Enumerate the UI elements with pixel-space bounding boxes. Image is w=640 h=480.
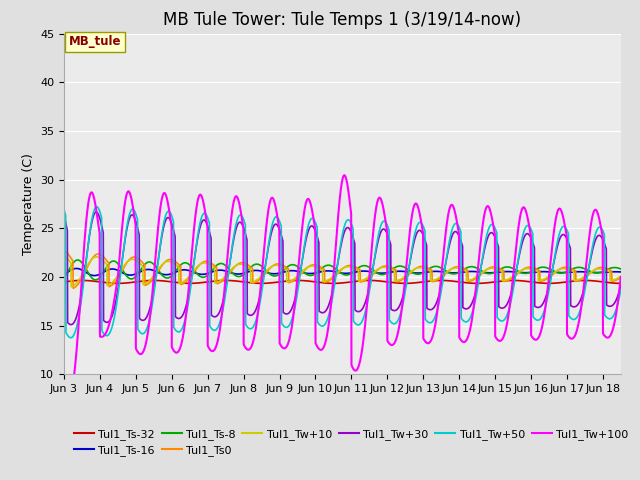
Text: MB_tule: MB_tule	[68, 36, 121, 48]
Tul1_Ts-16	[90, 273, 98, 278]
Tul1_Tw+10	[60, 252, 68, 258]
Tul1_Tw+10	[316, 266, 324, 272]
Tul1_Tw+50	[67, 335, 74, 341]
Tul1_Tw+10	[499, 278, 506, 284]
Tul1_Tw+50	[89, 213, 97, 218]
Tul1_Ts-32	[60, 279, 68, 285]
Tul1_Ts-32	[499, 278, 506, 284]
Tul1_Tw+50	[617, 287, 625, 293]
Tul1_Tw+100	[331, 253, 339, 259]
Line: Tul1_Tw+10: Tul1_Tw+10	[64, 255, 621, 287]
Tul1_Ts-8	[92, 277, 99, 283]
Tul1_Tw+100	[60, 407, 68, 412]
Tul1_Ts-32	[601, 279, 609, 285]
Tul1_Tw+30	[617, 282, 625, 288]
Tul1_Ts-32	[88, 278, 96, 284]
Tul1_Tw+10	[331, 272, 339, 277]
Tul1_Tw+100	[602, 334, 609, 339]
Tul1_Tw+50	[93, 204, 100, 210]
Tul1_Ts-8	[60, 275, 68, 281]
Tul1_Ts-8	[89, 276, 97, 282]
Tul1_Ts-16	[60, 272, 68, 277]
Line: Tul1_Tw+100: Tul1_Tw+100	[64, 175, 621, 410]
Tul1_Ts-16	[499, 269, 507, 275]
Tul1_Ts-16	[332, 269, 339, 275]
Tul1_Ts0	[601, 265, 609, 271]
Tul1_Tw+30	[89, 216, 97, 221]
Line: Tul1_Ts-16: Tul1_Ts-16	[64, 268, 621, 276]
Tul1_Ts-16	[601, 269, 609, 275]
Tul1_Ts0	[499, 267, 506, 273]
Tul1_Tw+100	[601, 333, 609, 339]
Tul1_Tw+100	[316, 347, 324, 353]
Tul1_Ts-8	[332, 265, 339, 271]
Tul1_Tw+30	[332, 275, 339, 280]
Tul1_Tw+50	[60, 206, 68, 212]
Line: Tul1_Tw+50: Tul1_Tw+50	[64, 207, 621, 338]
Tul1_Ts-32	[601, 279, 609, 285]
Tul1_Ts-16	[617, 269, 625, 275]
Tul1_Tw+30	[499, 305, 507, 311]
Tul1_Ts-32	[316, 279, 324, 285]
Tul1_Tw+10	[601, 267, 609, 273]
Legend: Tul1_Ts-32, Tul1_Ts-16, Tul1_Ts-8, Tul1_Ts0, Tul1_Tw+10, Tul1_Tw+30, Tul1_Tw+50,: Tul1_Ts-32, Tul1_Ts-16, Tul1_Ts-8, Tul1_…	[70, 424, 633, 460]
Tul1_Tw+10	[601, 267, 609, 273]
Tul1_Tw+30	[601, 242, 609, 248]
Tul1_Tw+30	[602, 243, 609, 249]
Y-axis label: Temperature (C): Temperature (C)	[22, 153, 35, 255]
Tul1_Tw+10	[89, 255, 97, 261]
Tul1_Ts-8	[317, 266, 324, 272]
Line: Tul1_Ts-8: Tul1_Ts-8	[64, 260, 621, 280]
Tul1_Tw+50	[332, 277, 339, 283]
Tul1_Ts0	[601, 265, 609, 271]
Tul1_Ts-16	[602, 269, 609, 275]
Tul1_Tw+50	[317, 323, 324, 328]
Line: Tul1_Ts0: Tul1_Ts0	[64, 251, 621, 288]
Tul1_Ts-8	[602, 267, 609, 273]
Tul1_Tw+10	[67, 284, 75, 290]
Tul1_Ts-8	[74, 257, 81, 263]
Tul1_Ts0	[69, 286, 77, 291]
Tul1_Tw+30	[317, 309, 324, 315]
Tul1_Tw+30	[92, 209, 100, 215]
Tul1_Ts-16	[317, 269, 324, 275]
Tul1_Ts0	[89, 255, 97, 261]
Tul1_Ts-32	[617, 280, 625, 286]
Tul1_Ts0	[617, 275, 625, 280]
Tul1_Tw+100	[499, 335, 507, 341]
Tul1_Tw+50	[601, 312, 609, 318]
Tul1_Tw+50	[499, 318, 507, 324]
Tul1_Tw+50	[602, 313, 609, 319]
Title: MB Tule Tower: Tule Temps 1 (3/19/14-now): MB Tule Tower: Tule Temps 1 (3/19/14-now…	[163, 11, 522, 29]
Tul1_Tw+100	[89, 191, 97, 196]
Tul1_Ts-32	[581, 277, 589, 283]
Tul1_Ts-32	[331, 280, 339, 286]
Tul1_Tw+100	[62, 408, 70, 413]
Tul1_Ts-8	[617, 266, 625, 272]
Tul1_Ts0	[60, 248, 68, 253]
Tul1_Ts0	[331, 273, 339, 279]
Line: Tul1_Ts-32: Tul1_Ts-32	[64, 280, 621, 283]
Tul1_Tw+100	[340, 172, 348, 178]
Tul1_Ts-16	[73, 265, 81, 271]
Tul1_Ts-8	[499, 265, 507, 271]
Line: Tul1_Tw+30: Tul1_Tw+30	[64, 212, 621, 324]
Tul1_Tw+100	[617, 274, 625, 280]
Tul1_Tw+10	[617, 274, 625, 279]
Tul1_Tw+30	[67, 322, 75, 327]
Tul1_Ts0	[316, 264, 324, 270]
Tul1_Tw+30	[60, 213, 68, 219]
Tul1_Ts-16	[89, 273, 97, 278]
Tul1_Ts-8	[601, 268, 609, 274]
